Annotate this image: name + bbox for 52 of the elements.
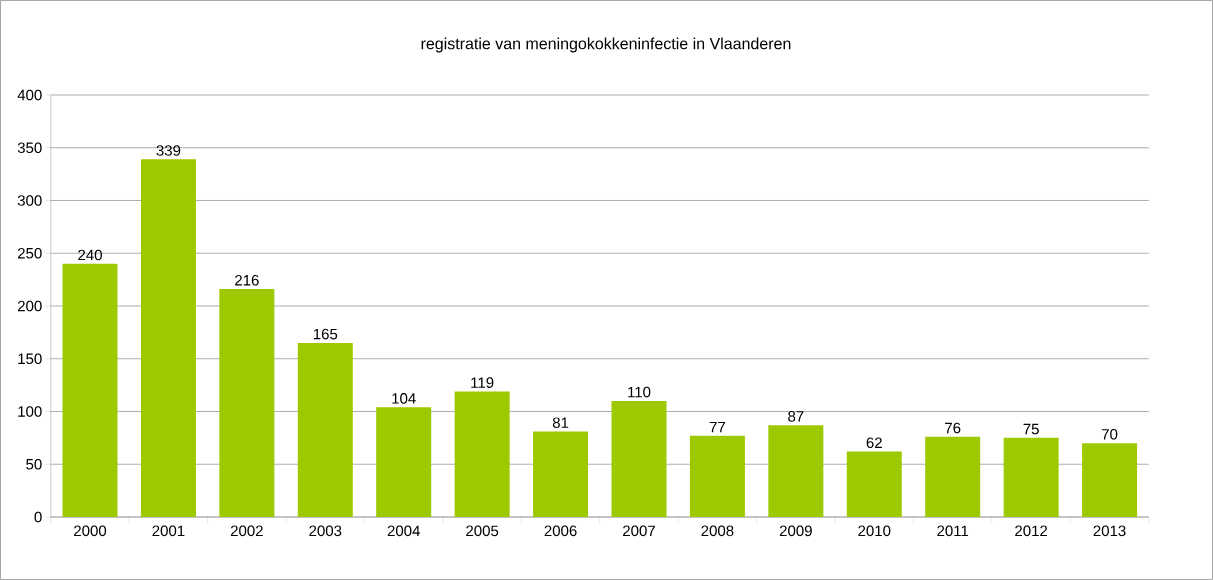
y-tick-label: 0 — [34, 511, 42, 523]
y-tick-label: 300 — [17, 195, 42, 206]
x-tick-label: 2013 — [1093, 525, 1126, 537]
x-tick-label: 2004 — [387, 525, 420, 537]
x-tick-label: 2003 — [309, 525, 342, 537]
y-tick-label: 400 — [17, 89, 42, 101]
data-label: 240 — [78, 249, 102, 261]
bar — [768, 425, 824, 517]
bar — [454, 391, 510, 517]
data-label: 75 — [1023, 423, 1039, 435]
x-tick-label: 2005 — [466, 525, 499, 537]
bar — [1003, 437, 1059, 517]
y-tick-label: 200 — [17, 300, 42, 312]
bar — [611, 400, 667, 517]
x-tick-label: 2011 — [937, 525, 969, 537]
x-tick-label: 2010 — [858, 525, 891, 537]
x-tick-label: 2012 — [1015, 525, 1048, 537]
bar — [533, 431, 589, 517]
x-tick-label: 2006 — [544, 525, 577, 537]
y-tick-label: 350 — [17, 142, 42, 154]
data-label: 216 — [235, 274, 259, 286]
data-label: 62 — [866, 437, 882, 449]
data-label: 87 — [788, 411, 804, 422]
data-label: 76 — [945, 422, 961, 434]
y-tick-label: 150 — [18, 353, 42, 365]
chart-title: registratie van meningokokkeninfectie in Vlaanderen — [421, 37, 791, 53]
bar — [689, 435, 745, 517]
bar — [925, 436, 981, 517]
data-label: 104 — [392, 393, 416, 404]
x-tick-label: 2008 — [701, 525, 734, 537]
x-tick-label: 2002 — [230, 525, 263, 537]
data-label: 165 — [313, 328, 338, 340]
x-tick-label: 2007 — [623, 525, 655, 537]
bar — [62, 263, 118, 517]
bar — [1082, 443, 1138, 517]
bar — [219, 289, 275, 517]
x-tick-label: 2009 — [779, 525, 812, 537]
data-label: 70 — [1101, 428, 1118, 440]
bar — [376, 407, 432, 517]
data-label: 77 — [709, 421, 726, 433]
data-label: 119 — [471, 377, 494, 388]
x-tick-label: 2001 — [152, 525, 185, 537]
bar — [297, 342, 353, 517]
y-tick-label: 250 — [17, 247, 42, 259]
bar — [846, 451, 902, 517]
data-label: 339 — [156, 145, 181, 156]
y-tick-label: 100 — [18, 406, 42, 417]
y-tick-label: 50 — [26, 458, 42, 470]
data-label: 81 — [552, 417, 569, 428]
x-tick-label: 2000 — [74, 525, 107, 537]
data-label: 110 — [628, 386, 651, 398]
bar — [140, 159, 196, 517]
